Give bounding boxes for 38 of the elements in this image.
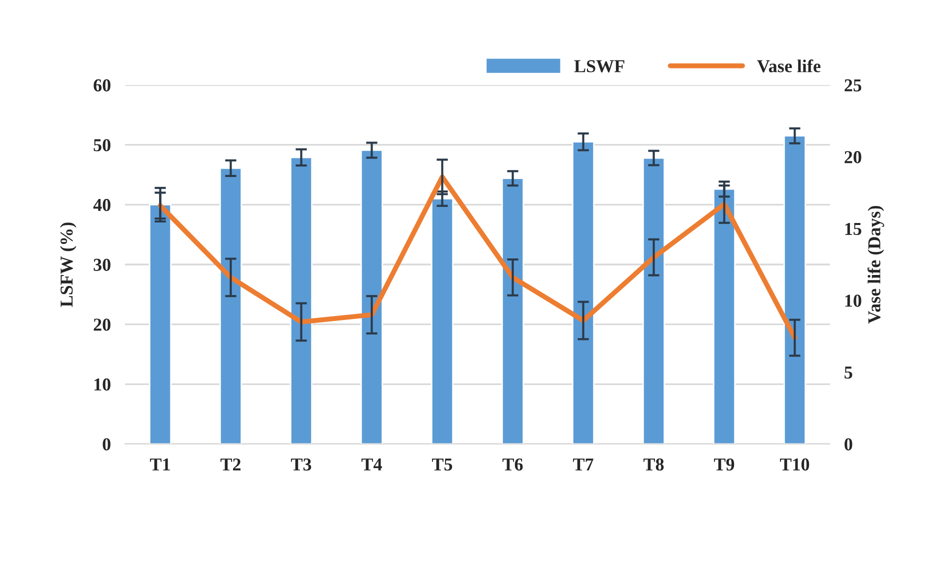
y2-tick-label: 5 <box>844 366 852 379</box>
x-tick-label: T2 <box>220 458 241 470</box>
y2-tick-label: 15 <box>845 222 862 236</box>
y-tick-label: 30 <box>94 258 110 271</box>
bar <box>501 178 524 444</box>
line-series <box>158 174 798 340</box>
bar <box>290 156 313 444</box>
y2-tick-label: 10 <box>845 294 862 307</box>
y2-tick-label: 0 <box>844 438 852 450</box>
x-tick-label: T7 <box>572 458 594 470</box>
y-tick-label: 20 <box>94 318 110 331</box>
y-tick-label: 0 <box>102 438 110 450</box>
y-tick-label: 40 <box>93 198 110 212</box>
bar <box>219 167 242 444</box>
legend-label: Vase life <box>757 59 821 72</box>
y-tick-label: 60 <box>94 79 110 92</box>
x-tick-label: T1 <box>150 458 170 470</box>
bar <box>430 198 454 444</box>
y-tick-label: 10 <box>94 378 110 391</box>
x-tick-label: T6 <box>502 458 523 471</box>
y2-axis-title: Vase life (Days) <box>868 206 884 324</box>
bar <box>712 188 736 444</box>
x-tick-label: T9 <box>714 458 734 471</box>
y-tick-label: 50 <box>94 139 110 152</box>
y2-tick-label: 20 <box>844 151 862 164</box>
bar <box>783 135 806 444</box>
y2-tick-label: 25 <box>844 79 862 92</box>
bar <box>642 157 666 444</box>
legend-label: LSWF <box>574 60 624 72</box>
y-axis-title: LSFW (%) <box>60 222 76 307</box>
bar <box>572 141 595 444</box>
bar <box>148 204 172 444</box>
x-tick-label: T8 <box>643 458 664 471</box>
x-tick-label: T3 <box>290 458 312 471</box>
bar <box>360 150 384 444</box>
x-tick-label: T10 <box>780 458 810 471</box>
x-tick-label: T5 <box>432 458 452 471</box>
x-tick-label: T4 <box>361 458 382 470</box>
